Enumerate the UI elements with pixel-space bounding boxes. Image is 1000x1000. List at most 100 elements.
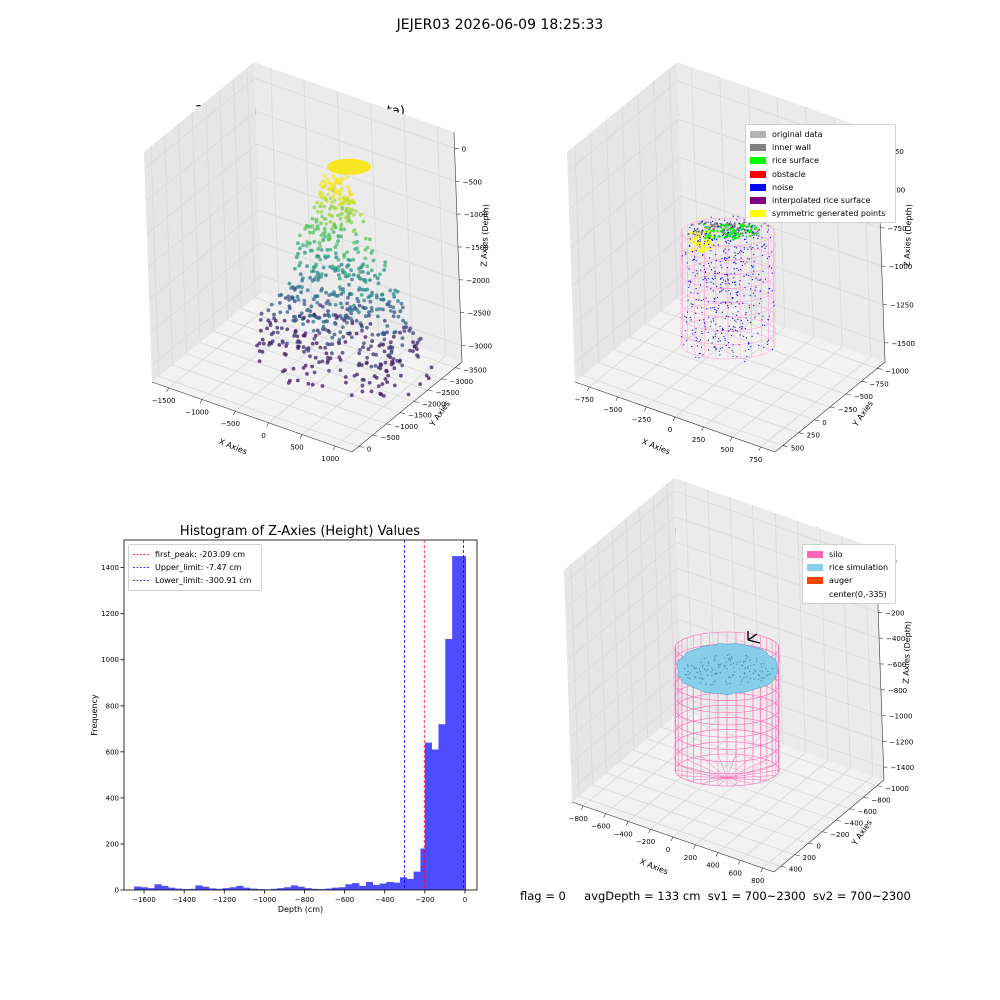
data-point (359, 293, 364, 297)
noise-point (718, 291, 721, 293)
data-point (339, 234, 343, 239)
noise-point (758, 273, 760, 276)
rice-mesh-node (744, 673, 746, 675)
noise-point (725, 315, 728, 317)
data-point (311, 319, 316, 324)
x-tick (266, 422, 269, 427)
noise-point (746, 241, 748, 243)
data-point (287, 298, 291, 302)
wall-point (712, 227, 715, 230)
noise-point (709, 265, 711, 267)
noise-point (699, 246, 701, 248)
histogram-bar (181, 889, 189, 890)
data-point (302, 298, 307, 303)
noise-point (745, 317, 747, 319)
noise-point (713, 297, 715, 299)
x-tick (603, 813, 606, 818)
noise-point (697, 307, 699, 309)
noise-point (686, 262, 688, 264)
silo-spoke (717, 777, 728, 786)
noise-point (714, 309, 716, 311)
data-point (295, 378, 300, 383)
data-point (320, 286, 324, 291)
histogram-bar (297, 886, 305, 890)
rice-surface-point (727, 234, 730, 237)
noise-point (706, 233, 708, 235)
data-point (374, 295, 379, 300)
data-point (306, 381, 311, 386)
z-tick-label: −1500 (465, 244, 489, 252)
data-point (354, 318, 359, 323)
histogram-bar (406, 878, 414, 890)
noise-point (746, 355, 748, 357)
data-point (292, 299, 297, 304)
data-point (346, 263, 351, 267)
noise-point (758, 313, 760, 315)
x-tick (333, 446, 336, 451)
noise-point (733, 268, 735, 270)
noise-point (750, 225, 753, 227)
noise-point (725, 240, 727, 243)
noise-point (743, 246, 745, 248)
data-point (325, 177, 330, 181)
noise-point (689, 227, 691, 229)
noise-point (696, 234, 698, 236)
noise-point (733, 256, 735, 258)
z-tick-label: −500 (463, 178, 482, 186)
noise-point (721, 267, 723, 269)
data-point (310, 382, 315, 387)
rice-surface-point (748, 234, 751, 238)
noise-point (747, 319, 749, 321)
x-tick-label: −200 (415, 896, 434, 904)
data-point (322, 217, 327, 221)
rice-mesh-node (728, 657, 730, 659)
data-point (340, 305, 345, 310)
data-point (418, 382, 422, 386)
data-point (315, 224, 320, 229)
silo-spoke (674, 769, 728, 779)
noise-point (704, 222, 706, 224)
noise-point (740, 260, 742, 263)
noise-point (752, 265, 754, 267)
data-point (322, 204, 327, 209)
rice-mesh-node (712, 683, 714, 686)
y-tick-label: 400 (106, 794, 119, 802)
data-point (339, 212, 343, 217)
rice-surface-point (721, 223, 725, 227)
noise-point (759, 290, 762, 292)
rice-mesh-node (707, 662, 710, 665)
noise-point (768, 288, 770, 290)
rice-mesh-node (718, 666, 720, 668)
data-point (342, 227, 347, 232)
data-point (332, 290, 336, 294)
rice-mesh-node (718, 664, 720, 666)
wall-point (730, 223, 733, 226)
grid-line (145, 110, 456, 202)
rice-mesh-node (760, 680, 762, 682)
histogram-bar (424, 742, 432, 890)
symmetric-point (704, 241, 708, 244)
data-point (365, 325, 369, 330)
histogram-bar (413, 871, 421, 890)
histogram-bar (379, 883, 387, 890)
noise-point (694, 256, 696, 258)
noise-point (711, 342, 713, 344)
data-point (271, 330, 276, 335)
noise-point (707, 301, 710, 303)
data-point (369, 309, 374, 313)
noise-point (730, 334, 733, 337)
data-point (334, 293, 339, 298)
data-point (272, 312, 276, 317)
data-point (378, 272, 382, 277)
noise-point (696, 272, 698, 275)
legend-item-interpolated-rice-surface: interpolated rice surface (750, 194, 891, 207)
noise-point (721, 329, 724, 331)
data-point (315, 328, 320, 333)
noise-point (738, 283, 740, 285)
data-point (299, 290, 303, 295)
data-point (382, 337, 387, 342)
noise-point (691, 306, 693, 308)
symmetric-point (695, 235, 699, 238)
y-tick-label: −200 (830, 831, 849, 839)
data-point (296, 344, 301, 349)
